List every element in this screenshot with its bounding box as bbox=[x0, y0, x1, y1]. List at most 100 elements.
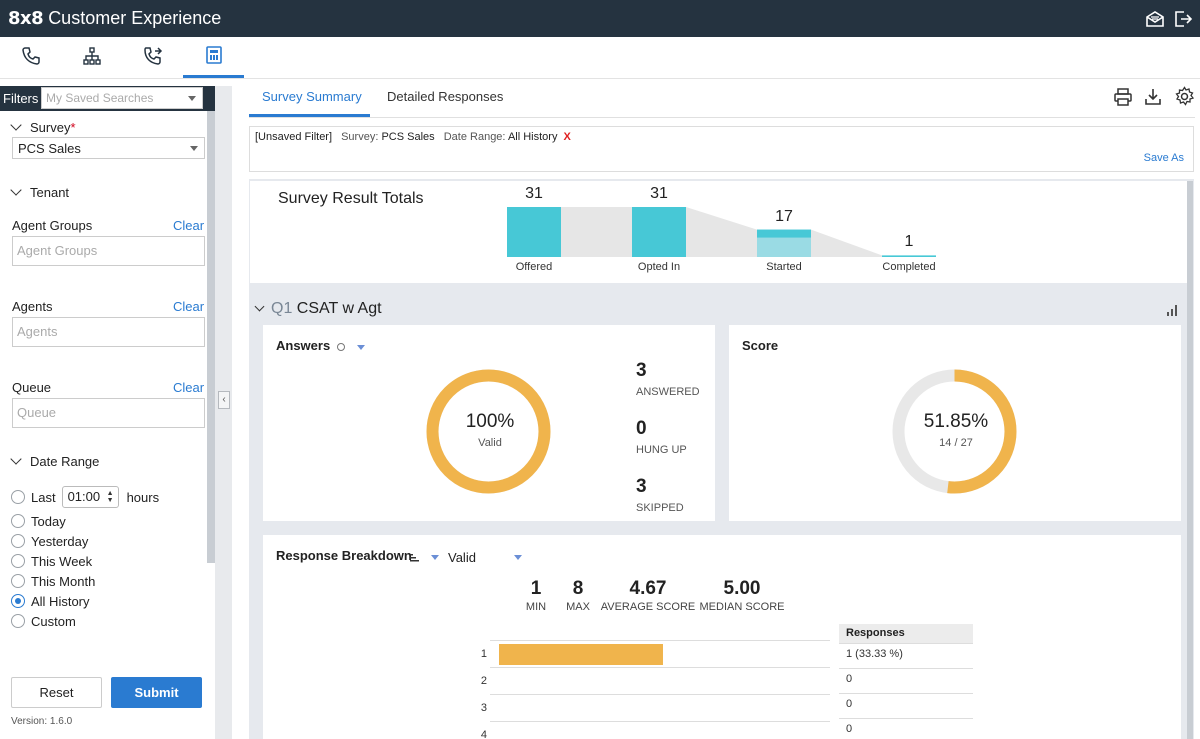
agents-input[interactable]: Agents bbox=[12, 317, 205, 347]
answers-title: Answers bbox=[276, 338, 331, 353]
app-logo: 8x8 bbox=[8, 8, 44, 29]
date-option-custom[interactable]: Custom bbox=[11, 613, 76, 629]
agents-clear-link[interactable]: Clear bbox=[173, 299, 205, 314]
submit-button[interactable]: Submit bbox=[111, 677, 202, 708]
breakdown-filter-value[interactable]: Valid bbox=[448, 550, 476, 565]
score-title: Score bbox=[742, 338, 779, 353]
agent-groups-clear-link[interactable]: Clear bbox=[173, 218, 205, 233]
answers-donut-arc bbox=[426, 369, 551, 494]
sign-out-icon[interactable] bbox=[1173, 9, 1193, 29]
survey-label: Survey bbox=[30, 120, 71, 135]
save-as-link[interactable]: Save As bbox=[1143, 152, 1184, 164]
responses-cell: 0 bbox=[839, 668, 973, 693]
stepper-arrows-icon[interactable]: ▲ ▼ bbox=[106, 490, 114, 504]
chevron-down-icon[interactable] bbox=[357, 345, 365, 350]
answers-valid-label: Valid bbox=[478, 437, 502, 449]
info-circle-icon[interactable] bbox=[337, 343, 345, 351]
question-header[interactable]: Q1 CSAT w Agt bbox=[254, 300, 382, 318]
date-option-today[interactable]: Today bbox=[11, 513, 66, 529]
saved-searches-placeholder: My Saved Searches bbox=[46, 91, 154, 105]
reset-button[interactable]: Reset bbox=[11, 677, 102, 708]
calculator-report-icon bbox=[205, 45, 223, 68]
gear-icon[interactable] bbox=[1174, 86, 1195, 110]
metric-max: 8 MAX bbox=[558, 578, 598, 613]
org-chart-icon bbox=[82, 46, 102, 69]
chevron-down-icon[interactable] bbox=[431, 555, 439, 560]
nav-tab-org[interactable] bbox=[61, 37, 122, 78]
score-donut-arc bbox=[892, 369, 1017, 494]
answers-donut bbox=[426, 369, 551, 494]
breakdown-bar-1[interactable] bbox=[499, 644, 663, 665]
queue-clear-link[interactable]: Clear bbox=[173, 380, 205, 395]
radio-today[interactable] bbox=[11, 514, 25, 528]
metric-max-value: 8 bbox=[572, 578, 584, 599]
hung-up-label: HUNG UP bbox=[636, 444, 687, 456]
survey-filter-key: Survey: bbox=[341, 131, 379, 143]
tabs-divider bbox=[249, 117, 1195, 118]
nav-tab-reports[interactable] bbox=[183, 37, 244, 78]
required-mark: * bbox=[70, 120, 76, 135]
collapse-sidebar-button[interactable]: ‹ bbox=[218, 391, 230, 409]
score-fraction: 14 / 27 bbox=[939, 437, 973, 449]
funnel-label-completed: Completed bbox=[882, 261, 936, 273]
saved-searches-select[interactable]: My Saved Searches bbox=[41, 87, 203, 109]
tenant-section-header[interactable]: Tenant bbox=[10, 184, 69, 200]
funnel-connector bbox=[686, 207, 757, 257]
radio-last[interactable] bbox=[11, 490, 25, 504]
funnel-bar-completed[interactable] bbox=[882, 255, 936, 257]
responses-cell: 1 (33.33 %) bbox=[839, 643, 973, 668]
phone-forward-icon bbox=[142, 45, 164, 70]
date-option-this-month[interactable]: This Month bbox=[11, 573, 95, 589]
remove-filter-icon[interactable]: X bbox=[563, 131, 571, 143]
survey-section-header[interactable]: Survey* bbox=[10, 119, 76, 135]
download-icon[interactable] bbox=[1143, 87, 1163, 110]
breakdown-row-label: 4 bbox=[480, 729, 487, 739]
app-header: 8x8 Customer Experience bbox=[0, 0, 1200, 37]
active-tab-indicator bbox=[249, 114, 370, 117]
response-breakdown-panel bbox=[263, 535, 1181, 739]
bar-chart-icon[interactable] bbox=[1165, 303, 1179, 320]
chevron-down-icon[interactable] bbox=[514, 555, 522, 560]
survey-select-value: PCS Sales bbox=[18, 141, 81, 156]
agent-groups-input[interactable]: Agent Groups bbox=[12, 236, 205, 266]
answered-count: 3 bbox=[636, 360, 647, 381]
tab-survey-summary[interactable]: Survey Summary bbox=[262, 89, 362, 104]
chevron-down-icon bbox=[188, 96, 196, 101]
date-option-this-week[interactable]: This Week bbox=[11, 553, 92, 569]
queue-placeholder: Queue bbox=[17, 405, 57, 420]
last-hours-stepper[interactable]: 01:00 ▲ ▼ bbox=[61, 486, 119, 508]
radio-all-history[interactable] bbox=[11, 594, 25, 608]
sidebar-scrollbar[interactable] bbox=[207, 86, 215, 563]
radio-this-week[interactable] bbox=[11, 554, 25, 568]
radio-custom[interactable] bbox=[11, 614, 25, 628]
answers-donut-center: 100% Valid bbox=[430, 411, 550, 449]
sort-icon[interactable] bbox=[409, 552, 421, 567]
date-option-yesterday[interactable]: Yesterday bbox=[11, 533, 88, 549]
funnel-bar-offered[interactable] bbox=[507, 207, 561, 257]
funnel-connector bbox=[811, 229, 882, 257]
date-option-all-history[interactable]: All History bbox=[11, 593, 90, 609]
print-icon[interactable] bbox=[1113, 87, 1133, 110]
last-hours-unit: hours bbox=[126, 489, 160, 505]
date-option-label: This Month bbox=[31, 573, 96, 589]
metric-median: 5.00 MEDIAN SCORE bbox=[698, 578, 786, 613]
report-scrollbar[interactable] bbox=[1187, 181, 1193, 739]
radio-yesterday[interactable] bbox=[11, 534, 25, 548]
radio-this-month[interactable] bbox=[11, 574, 25, 588]
nav-tab-phone[interactable] bbox=[0, 37, 61, 78]
active-filters-bar: [Unsaved Filter] Survey: PCS Sales Date … bbox=[249, 126, 1194, 172]
agents-placeholder: Agents bbox=[17, 324, 58, 339]
unsaved-filter-label: [Unsaved Filter] bbox=[255, 131, 333, 143]
funnel-bar-opted-in[interactable] bbox=[632, 207, 686, 257]
date-option-last[interactable]: Last 01:00 ▲ ▼ hours bbox=[11, 486, 160, 508]
mail-open-icon[interactable] bbox=[1145, 9, 1165, 29]
tab-detailed-responses[interactable]: Detailed Responses bbox=[387, 89, 504, 104]
survey-select[interactable]: PCS Sales bbox=[12, 137, 205, 159]
chevron-down-icon bbox=[10, 453, 22, 465]
nav-tab-phone-forward[interactable] bbox=[122, 37, 183, 78]
date-filter-value: All History bbox=[507, 131, 558, 143]
date-option-label: Custom bbox=[31, 613, 76, 629]
funnel-label-opted-in: Opted In bbox=[637, 261, 681, 273]
date-range-section-header[interactable]: Date Range bbox=[10, 453, 99, 469]
queue-input[interactable]: Queue bbox=[12, 398, 205, 428]
